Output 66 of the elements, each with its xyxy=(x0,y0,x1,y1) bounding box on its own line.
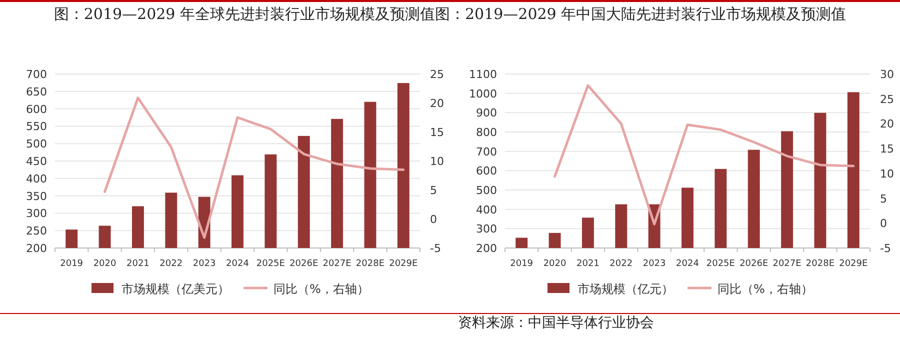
legend-label: 市场规模（亿美元） xyxy=(122,282,230,296)
x-tick-label: 2029E xyxy=(389,259,418,269)
y2-tick-label: 25 xyxy=(880,92,894,106)
x-tick-label: 2022 xyxy=(160,259,183,269)
y-tick-label: 700 xyxy=(476,145,497,158)
x-tick-label: 2019 xyxy=(60,259,84,269)
chart-title: 图：2019—2029 年全球先进封装行业市场规模及预测值图：2019—2029 年中国大陆先进封装行业市场规模及预测值 xyxy=(54,5,846,23)
y-tick-label: 400 xyxy=(476,203,497,216)
y2-tick-label: 15 xyxy=(880,142,894,156)
x-tick-label: 2026E xyxy=(290,259,318,269)
legend-label: 同比（%，右轴） xyxy=(274,282,369,296)
x-tick-label: 2019 xyxy=(510,259,534,269)
y2-tick-label: 0 xyxy=(430,213,437,226)
y2-tick-label: 10 xyxy=(430,155,444,168)
y-tick-label: 900 xyxy=(476,106,497,120)
y-tick-label: 600 xyxy=(26,102,47,116)
x-tick-label: 2028E xyxy=(356,259,385,269)
line-series xyxy=(104,96,405,239)
y-tick-label: 1000 xyxy=(469,87,497,100)
y-tick-label: 200 xyxy=(26,242,47,255)
y-tick-label: 300 xyxy=(26,207,47,220)
x-tick-label: 2027E xyxy=(322,259,352,269)
x-tick-label: 2028E xyxy=(806,259,835,269)
y-tick-label: 600 xyxy=(476,164,497,178)
y2-tick-label: 0 xyxy=(880,217,887,230)
y-tick-label: 450 xyxy=(26,155,47,168)
text: 资料来源：中国半导体行业协会 xyxy=(458,314,654,332)
x-tick-label: 2021 xyxy=(126,259,150,269)
x-tick-label: 2027E xyxy=(772,259,802,269)
line-series xyxy=(554,84,855,226)
y2-tick-label: -5 xyxy=(880,242,891,255)
x-tick-label: 2023 xyxy=(192,259,216,269)
x-tick-label: 2024 xyxy=(226,259,250,269)
y-tick-label: 350 xyxy=(26,190,47,203)
legend-label: 市场规模（亿元） xyxy=(578,282,674,296)
y2-tick-label: 20 xyxy=(880,118,894,131)
y-tick-label: 500 xyxy=(476,184,497,197)
y2-tick-label: 5 xyxy=(880,192,887,206)
y-tick-label: 700 xyxy=(26,68,47,81)
x-tick-label: 2023 xyxy=(642,259,666,269)
x-tick-label: 2022 xyxy=(610,259,633,269)
y2-tick-label: 20 xyxy=(430,97,444,110)
x-tick-label: 2020 xyxy=(543,259,566,269)
y-tick-label: 800 xyxy=(476,126,497,139)
x-tick-label: 2025E xyxy=(256,259,286,269)
x-tick-label: 2026E xyxy=(740,259,768,269)
y-tick-label: 200 xyxy=(476,242,497,255)
x-tick-label: 2021 xyxy=(576,259,600,269)
legend-label: 同比（%，右轴） xyxy=(718,282,813,296)
y2-tick-label: 5 xyxy=(430,184,437,197)
y2-tick-label: -5 xyxy=(430,242,441,255)
y-tick-label: 300 xyxy=(476,222,497,236)
y2-tick-label: 10 xyxy=(880,167,894,180)
y-tick-label: 500 xyxy=(26,138,47,151)
y2-tick-label: 25 xyxy=(430,68,444,81)
x-tick-label: 2025E xyxy=(706,259,736,269)
y2-tick-label: 30 xyxy=(880,68,894,81)
y-tick-label: 400 xyxy=(26,172,47,186)
y-tick-label: 550 xyxy=(26,120,47,134)
y2-tick-label: 15 xyxy=(430,126,444,139)
y-tick-label: 1100 xyxy=(469,68,497,81)
x-tick-label: 2020 xyxy=(93,259,116,269)
x-tick-label: 2024 xyxy=(676,259,700,269)
y-tick-label: 250 xyxy=(26,224,47,238)
y-tick-label: 650 xyxy=(26,85,47,98)
x-tick-label: 2029E xyxy=(839,259,868,269)
